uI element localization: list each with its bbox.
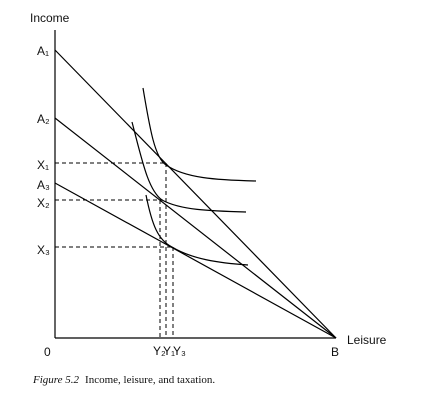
point-label: Y₁ bbox=[163, 344, 175, 358]
point-label: X₁ bbox=[37, 158, 49, 172]
point-label: Y₃ bbox=[173, 344, 186, 358]
origin-label: 0 bbox=[44, 345, 51, 359]
budget-line bbox=[54, 182, 337, 339]
indifference-curve bbox=[131, 121, 247, 213]
indifference-curve bbox=[142, 87, 257, 182]
point-label: X₃ bbox=[37, 243, 50, 257]
point-label: A₁ bbox=[37, 44, 49, 58]
budget-line bbox=[54, 49, 337, 339]
point-label: A₂ bbox=[37, 112, 50, 126]
caption-text: Income, leisure, and taxation. bbox=[85, 374, 215, 386]
caption: Figure 5.2 Income, leisure, and taxation. bbox=[32, 374, 215, 386]
point-label: X₂ bbox=[37, 196, 50, 210]
point-label: Y₂ bbox=[153, 344, 166, 358]
point-label: B bbox=[331, 345, 339, 359]
budget-line bbox=[54, 117, 337, 339]
indifference-curve bbox=[145, 194, 249, 266]
caption-label: Figure 5.2 bbox=[32, 374, 80, 386]
y-axis-label: Income bbox=[30, 11, 70, 25]
point-label: A₃ bbox=[37, 178, 50, 192]
x-axis-label: Leisure bbox=[347, 333, 387, 347]
